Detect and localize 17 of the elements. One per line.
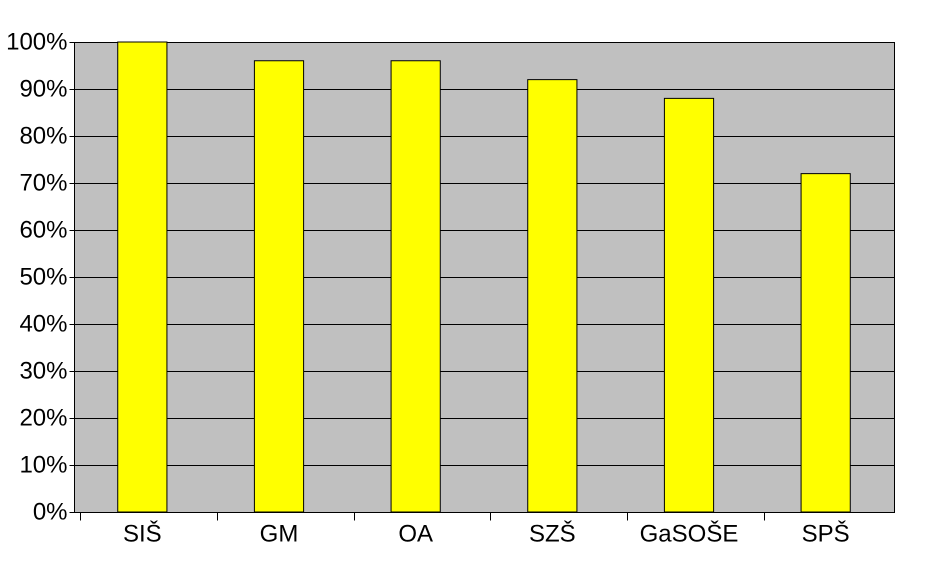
- y-tick-label: 50%: [19, 264, 68, 290]
- y-tick-label: 40%: [19, 310, 68, 338]
- y-tick-label: 70%: [19, 170, 68, 196]
- y-tick-label: 30%: [19, 358, 68, 384]
- x-tick-label: OA: [398, 520, 434, 548]
- y-tick-label: 90%: [19, 76, 68, 102]
- y-tick-label: 80%: [19, 122, 68, 150]
- x-tick-label: GaSOŠE: [640, 520, 738, 548]
- x-tick-label: SZŠ: [528, 520, 576, 548]
- y-tick-label: 100%: [6, 28, 68, 56]
- y-tick-label: 0%: [32, 498, 68, 526]
- x-tick-label: GM: [260, 520, 298, 548]
- x-tick-label: SIŠ: [122, 520, 162, 548]
- y-tick-label: 20%: [19, 404, 68, 432]
- y-tick-label: 60%: [19, 216, 68, 244]
- x-tick-label: SPŠ: [802, 520, 850, 548]
- y-tick-label: 10%: [19, 452, 68, 478]
